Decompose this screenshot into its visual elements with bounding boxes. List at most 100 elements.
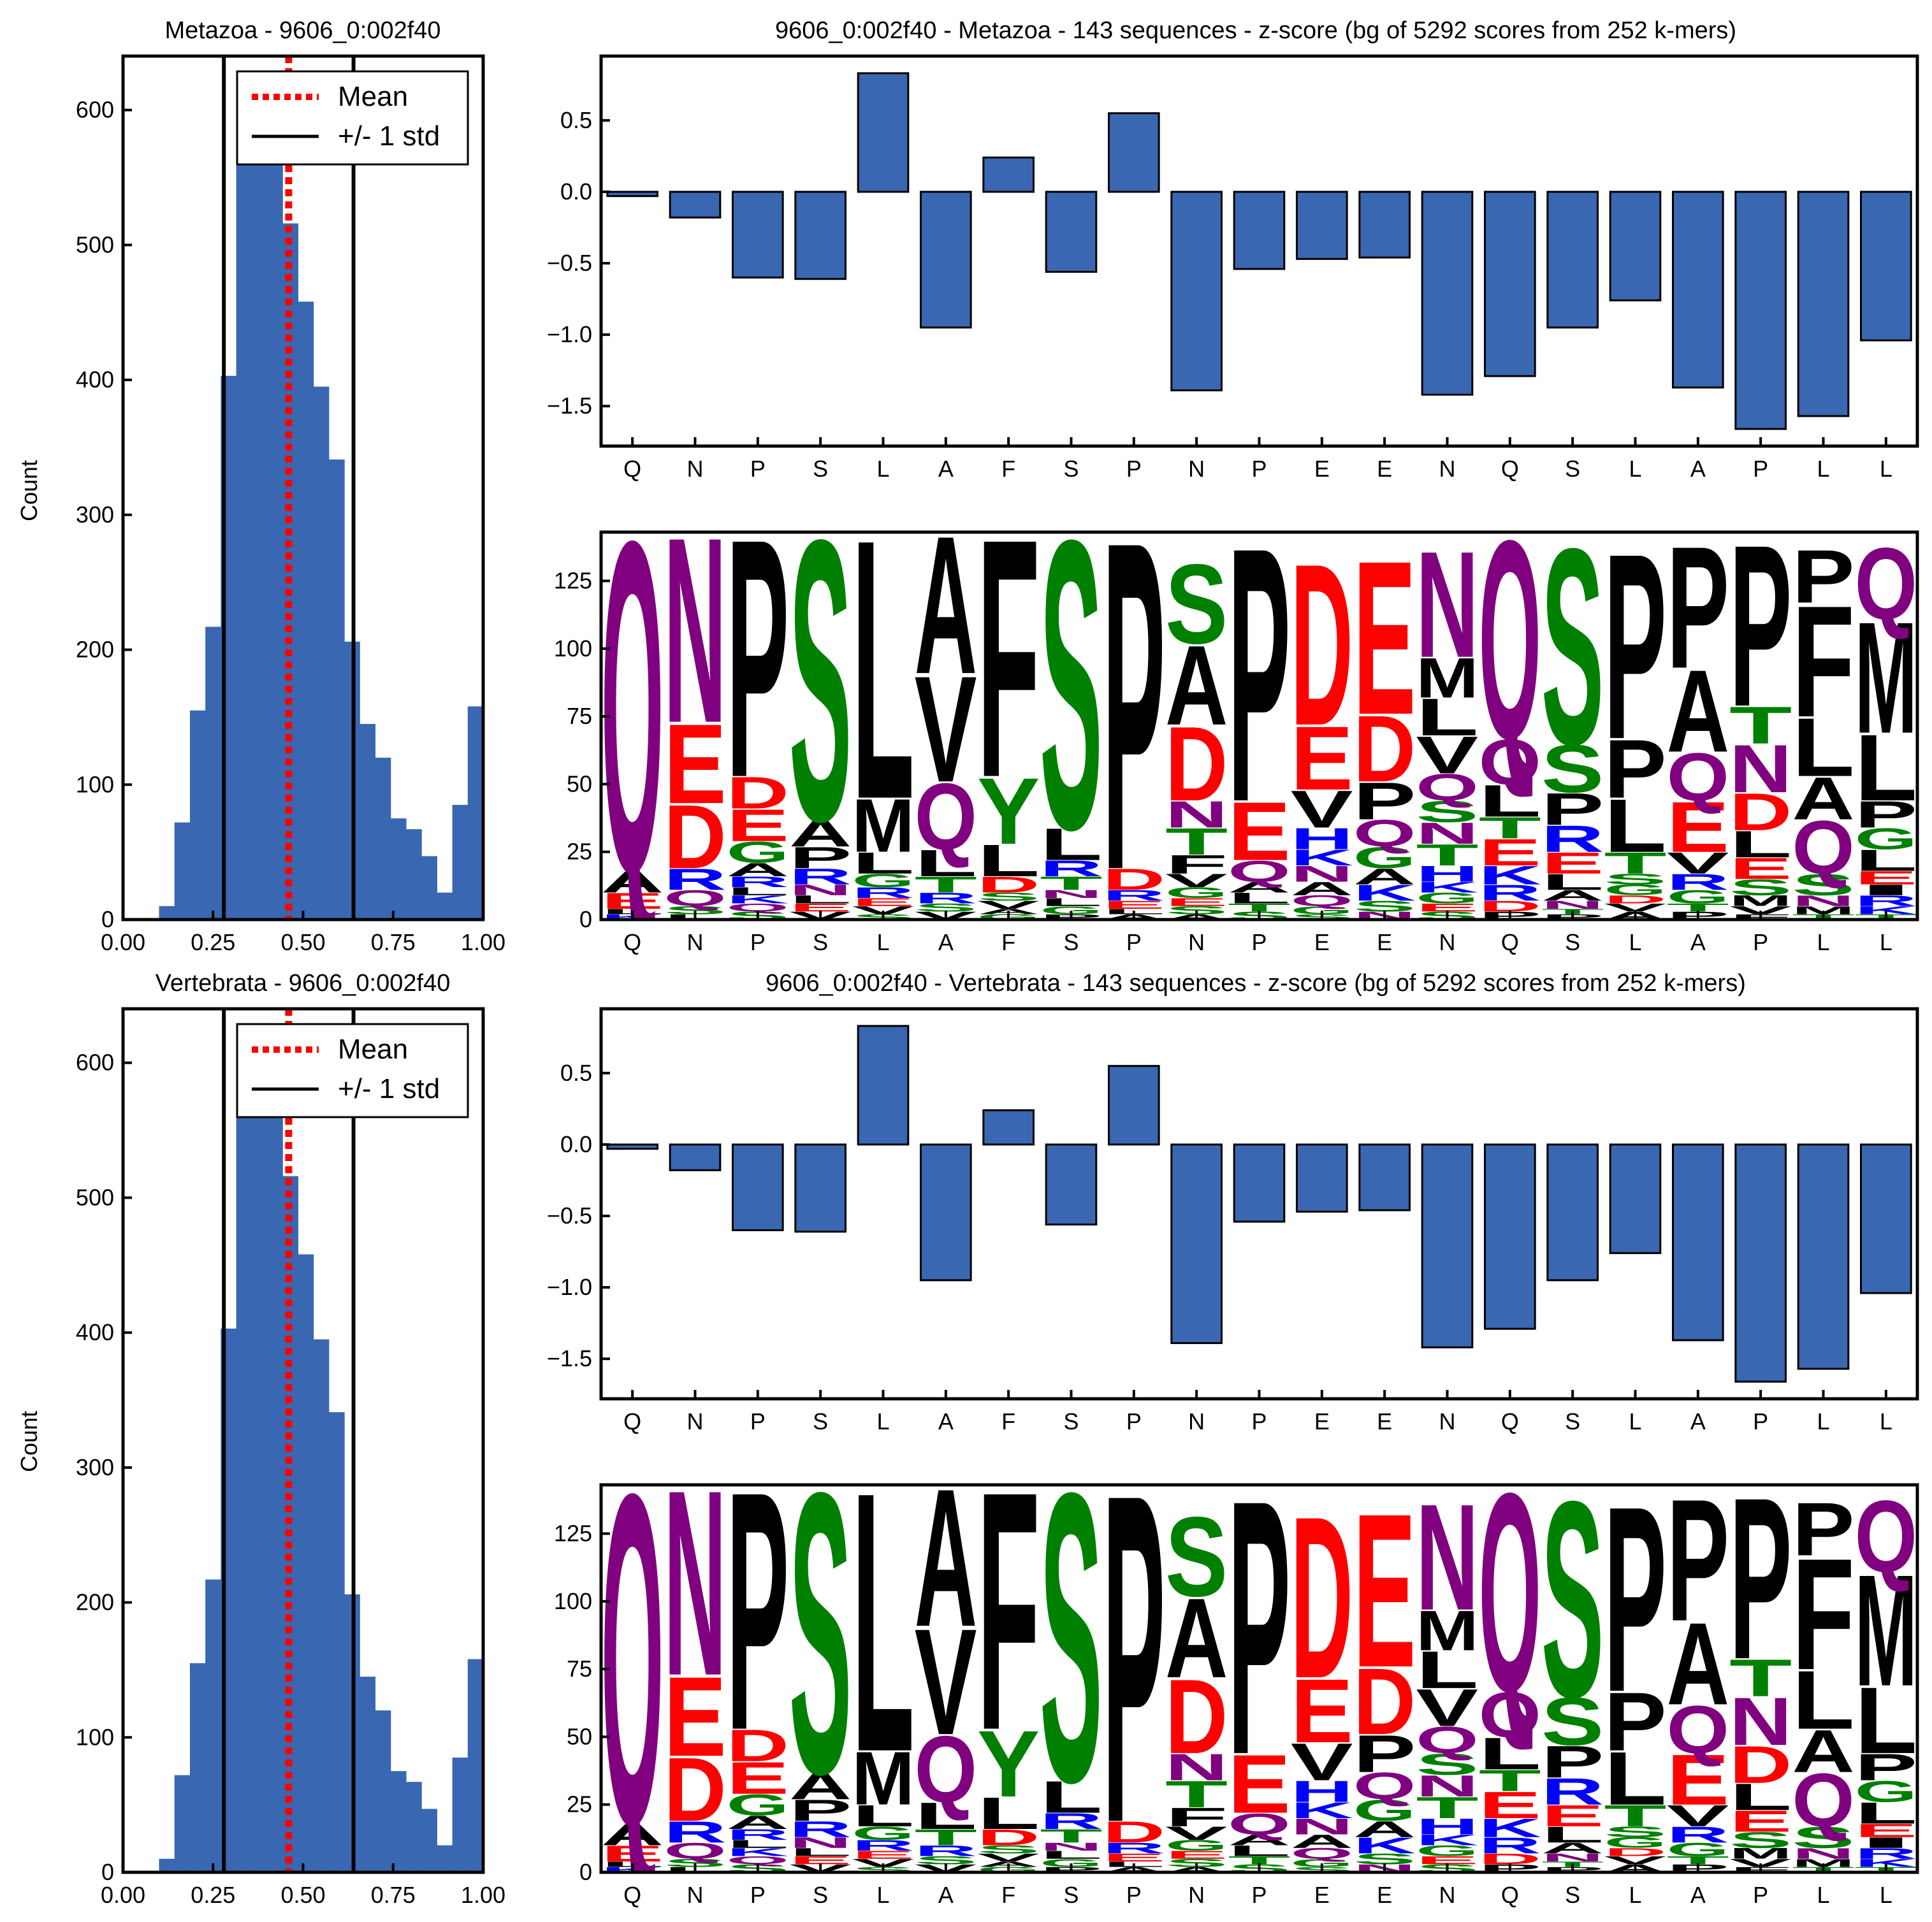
x-tick-label: P bbox=[1126, 1408, 1142, 1434]
y-tick-label: −1.0 bbox=[547, 1274, 592, 1300]
logo-letter: S bbox=[1792, 868, 1854, 902]
y-tick-label: 100 bbox=[76, 1724, 114, 1750]
y-tick-label: 600 bbox=[76, 1050, 114, 1076]
x-tick-label: P bbox=[1753, 1408, 1768, 1434]
x-tick-label: E bbox=[1314, 929, 1330, 955]
logo-letter: A bbox=[727, 1812, 789, 1833]
logo-letter: T bbox=[1416, 839, 1478, 872]
x-tick-label: Q bbox=[623, 1882, 641, 1908]
logo-letter: T bbox=[915, 872, 977, 897]
x-tick-label: 1.00 bbox=[461, 1882, 505, 1908]
x-tick-label: L bbox=[1817, 929, 1829, 955]
x-tick-label: A bbox=[938, 1408, 954, 1434]
logo-letter: T bbox=[1479, 1764, 1541, 1798]
logo-letter: I bbox=[1855, 1834, 1917, 1851]
logo-letter: E bbox=[1103, 1851, 1165, 1864]
logo-letter: P bbox=[1604, 1452, 1666, 1748]
histogram-bar bbox=[421, 1809, 437, 1872]
x-tick-label: N bbox=[1188, 929, 1205, 955]
logo-letter: Q bbox=[1479, 1435, 1541, 1752]
logo-letter: R bbox=[1103, 1840, 1165, 1856]
logo-letter: K bbox=[1416, 879, 1478, 895]
logo-letter: D bbox=[664, 1738, 726, 1840]
logo-letter: P bbox=[1103, 1396, 1165, 1921]
histogram-bar bbox=[375, 1710, 391, 1872]
logo-letter: S bbox=[977, 1843, 1040, 1856]
logo-letter: T bbox=[1040, 1825, 1102, 1846]
logo-letter: K bbox=[1416, 1832, 1478, 1848]
x-tick-label: P bbox=[750, 1882, 766, 1908]
y-tick-label: −1.0 bbox=[547, 321, 592, 347]
x-tick-label: S bbox=[813, 1408, 828, 1434]
x-tick-label: E bbox=[1377, 456, 1392, 482]
x-tick-label: N bbox=[1439, 1408, 1456, 1434]
logo-letter: E bbox=[727, 1752, 789, 1803]
logo-letter: L bbox=[1855, 715, 1917, 821]
logo-letter: L bbox=[852, 463, 914, 877]
zscore-bar bbox=[1170, 1143, 1223, 1345]
y-tick-label: 0 bbox=[101, 1859, 114, 1885]
x-tick-label: P bbox=[1753, 1882, 1768, 1908]
x-tick-label: A bbox=[1690, 1882, 1706, 1908]
zscore-bar bbox=[1108, 1065, 1160, 1146]
x-tick-label: P bbox=[750, 929, 766, 955]
logo-letter: E bbox=[1291, 1660, 1353, 1761]
logo-letter: T bbox=[1604, 1799, 1666, 1833]
logo-letter: P bbox=[727, 1421, 789, 1802]
logo-letters: KLEAQLSQRDENSQKLRAGEDPVELNRPASSVERGLMLVS… bbox=[601, 1396, 1917, 1921]
logo-letter: H bbox=[1291, 822, 1353, 856]
y-tick-label: 50 bbox=[567, 1723, 592, 1749]
x-tick-label: L bbox=[876, 929, 889, 955]
y-tick-label: 0.0 bbox=[560, 178, 592, 205]
logo-letter: E bbox=[1353, 516, 1416, 761]
zscore-bar bbox=[857, 1025, 910, 1146]
logo-letter: L bbox=[1040, 819, 1102, 870]
logo-letter: K bbox=[1291, 845, 1353, 871]
x-tick-label: E bbox=[1377, 1882, 1392, 1908]
logo-letter: M bbox=[1416, 1599, 1478, 1663]
logo-letter: T bbox=[1604, 846, 1666, 880]
logo-letter: G bbox=[1353, 841, 1416, 875]
logo-letter: V bbox=[1416, 726, 1478, 785]
x-tick-label: L bbox=[1629, 1408, 1641, 1434]
logo-letter: Q bbox=[664, 1839, 726, 1864]
x-tick-label: S bbox=[1063, 1882, 1079, 1908]
x-tick-label: F bbox=[1001, 456, 1015, 482]
x-tick-label: L bbox=[1880, 1882, 1892, 1908]
sequence-logo-panel-metazoa: KLEAQLSQRDENSQKLRAGEDPVELNRPASSVERGLMLVS… bbox=[554, 463, 1919, 955]
zscore-bar bbox=[794, 1143, 847, 1233]
logo-letter: D bbox=[1353, 697, 1416, 802]
logo-letter: P bbox=[1604, 500, 1666, 795]
x-tick-label: P bbox=[1251, 1882, 1267, 1908]
histogram-bar bbox=[313, 1339, 330, 1872]
zscore-bar bbox=[920, 191, 972, 329]
x-tick-label: L bbox=[1629, 929, 1641, 955]
histogram-bar bbox=[328, 459, 345, 920]
logo-letter: F bbox=[977, 1420, 1040, 1801]
logo-letter: Q bbox=[1792, 805, 1854, 890]
y-tick-label: 25 bbox=[567, 839, 592, 865]
x-tick-label: Q bbox=[1501, 929, 1519, 955]
logo-letter: V bbox=[977, 899, 1040, 911]
logo-letter: N bbox=[1729, 730, 1792, 807]
y-tick-label: 0 bbox=[101, 906, 114, 932]
logo-letter: Q bbox=[1291, 893, 1353, 909]
y-tick-label: −1.5 bbox=[547, 393, 592, 419]
zscore-bar bbox=[1546, 191, 1599, 329]
histogram-y-axis-label: Count bbox=[16, 460, 42, 521]
logo-letter: S bbox=[1165, 540, 1228, 667]
x-tick-label: 0.25 bbox=[191, 929, 235, 955]
histogram-bar bbox=[298, 301, 314, 920]
logo-letter: H bbox=[1416, 862, 1478, 887]
axes-frame bbox=[599, 54, 1919, 448]
logo-letter: N bbox=[1165, 1746, 1228, 1788]
logo-letter: E bbox=[1479, 1784, 1541, 1826]
logo-letter: Q bbox=[1667, 1691, 1729, 1768]
x-tick-label: A bbox=[1690, 456, 1706, 482]
logo-letter: S bbox=[789, 1409, 852, 1858]
zscore-bar bbox=[857, 72, 910, 193]
logo-letter: T bbox=[1228, 901, 1290, 914]
logo-letter: S bbox=[1165, 1857, 1228, 1870]
logo-letter: K bbox=[1479, 861, 1541, 890]
x-tick-label: Q bbox=[623, 1408, 641, 1434]
